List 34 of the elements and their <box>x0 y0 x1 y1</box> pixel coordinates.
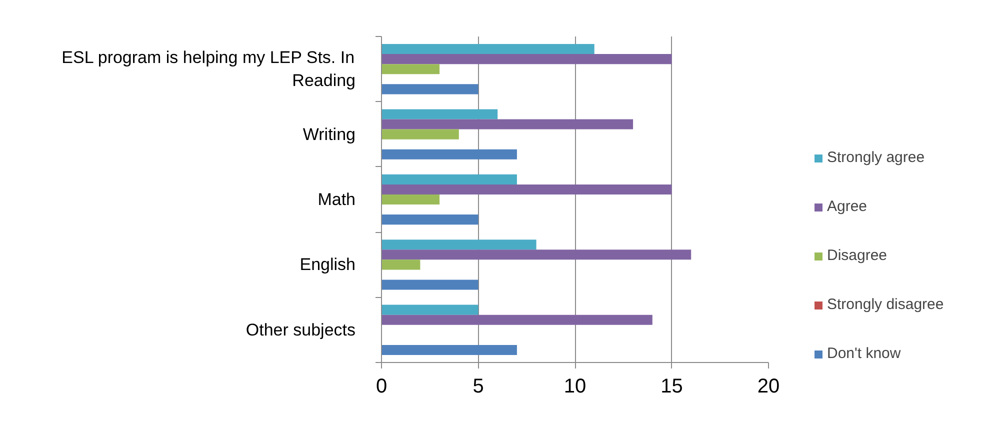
bar <box>382 184 672 194</box>
bar <box>382 304 478 315</box>
y-tick-label: English <box>300 255 356 274</box>
legend-label: Strongly disagree <box>827 296 944 313</box>
bar <box>382 174 517 184</box>
y-tick-label: Writing <box>302 124 356 144</box>
bar <box>382 260 420 270</box>
x-tick-label: 20 <box>757 376 780 398</box>
bar <box>382 194 440 205</box>
y-tick-label: ESL program is helping my LEP Sts. In Reading <box>62 48 356 90</box>
x-tick-label: 15 <box>660 376 683 398</box>
bar <box>382 119 634 130</box>
x-tick-label: 0 <box>376 376 388 398</box>
bar <box>382 250 692 260</box>
bar <box>382 149 517 160</box>
legend-label: Strongly agree <box>827 149 925 166</box>
y-tick-label: Math <box>318 190 356 209</box>
bar <box>382 84 478 94</box>
bar <box>382 129 459 140</box>
bar <box>382 280 478 290</box>
legend-label: Agree <box>827 198 868 215</box>
y-tick-label: Other subjects <box>246 320 356 340</box>
x-tick-label: 5 <box>472 376 484 398</box>
bar <box>382 344 517 355</box>
bar <box>382 109 498 120</box>
x-tick-label: 10 <box>564 376 586 398</box>
legend-label: Disagree <box>827 247 888 264</box>
bar <box>382 64 440 74</box>
legend-label: Don't know <box>827 345 901 362</box>
bar <box>382 314 652 325</box>
bar <box>382 240 536 250</box>
bar <box>382 54 672 64</box>
bar <box>382 214 478 225</box>
bar <box>382 44 594 54</box>
